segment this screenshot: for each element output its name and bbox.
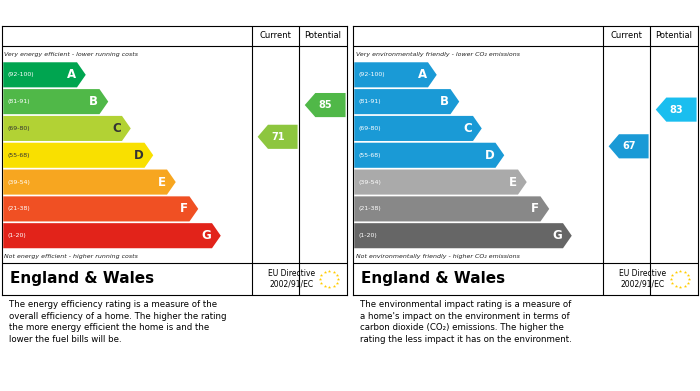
Text: D: D <box>484 149 494 162</box>
Text: Not energy efficient - higher running costs: Not energy efficient - higher running co… <box>4 254 139 259</box>
Text: F: F <box>181 203 188 215</box>
Text: The environmental impact rating is a measure of
a home's impact on the environme: The environmental impact rating is a mea… <box>360 300 572 344</box>
Text: Current: Current <box>610 32 643 41</box>
Text: Not environmentally friendly - higher CO₂ emissions: Not environmentally friendly - higher CO… <box>356 254 519 259</box>
Text: B: B <box>90 95 98 108</box>
Polygon shape <box>354 223 572 248</box>
Text: (55-68): (55-68) <box>358 153 381 158</box>
Polygon shape <box>354 62 437 87</box>
Text: (55-68): (55-68) <box>8 153 30 158</box>
Text: (21-38): (21-38) <box>8 206 30 212</box>
Text: 85: 85 <box>318 100 332 110</box>
Text: (92-100): (92-100) <box>358 72 385 77</box>
Polygon shape <box>354 116 482 141</box>
Text: F: F <box>531 203 539 215</box>
Text: Environmental Impact (CO₂) Rating: Environmental Impact (CO₂) Rating <box>358 7 604 20</box>
Text: England & Wales: England & Wales <box>10 271 154 287</box>
Text: EU Directive
2002/91/EC: EU Directive 2002/91/EC <box>620 269 666 289</box>
Text: EU Directive
2002/91/EC: EU Directive 2002/91/EC <box>268 269 316 289</box>
Text: Very energy efficient - lower running costs: Very energy efficient - lower running co… <box>4 52 139 57</box>
Polygon shape <box>4 143 153 168</box>
Text: England & Wales: England & Wales <box>361 271 505 287</box>
Polygon shape <box>4 89 108 114</box>
Text: (81-91): (81-91) <box>358 99 381 104</box>
Text: (1-20): (1-20) <box>358 233 377 238</box>
Text: (21-38): (21-38) <box>358 206 382 212</box>
Polygon shape <box>608 134 649 158</box>
Text: A: A <box>66 68 76 81</box>
Text: E: E <box>158 176 166 188</box>
Polygon shape <box>354 143 504 168</box>
Text: G: G <box>552 229 561 242</box>
Text: E: E <box>509 176 517 188</box>
Polygon shape <box>258 125 298 149</box>
Text: 67: 67 <box>622 141 636 151</box>
Text: (69-80): (69-80) <box>8 126 30 131</box>
Text: 71: 71 <box>271 132 285 142</box>
Polygon shape <box>354 89 459 114</box>
Text: (39-54): (39-54) <box>8 179 30 185</box>
Polygon shape <box>4 62 85 87</box>
Text: 83: 83 <box>670 105 683 115</box>
Text: A: A <box>418 68 427 81</box>
Polygon shape <box>4 196 198 221</box>
Text: (39-54): (39-54) <box>358 179 382 185</box>
Polygon shape <box>4 223 220 248</box>
Text: (92-100): (92-100) <box>8 72 34 77</box>
Text: Energy Efficiency Rating: Energy Efficiency Rating <box>7 7 178 20</box>
Text: G: G <box>201 229 211 242</box>
Text: B: B <box>440 95 449 108</box>
Text: (81-91): (81-91) <box>8 99 30 104</box>
Text: (69-80): (69-80) <box>358 126 381 131</box>
Polygon shape <box>304 93 346 117</box>
Text: Potential: Potential <box>655 32 692 41</box>
Polygon shape <box>656 97 696 122</box>
Text: Current: Current <box>260 32 291 41</box>
Polygon shape <box>4 116 131 141</box>
Text: Potential: Potential <box>304 32 342 41</box>
Polygon shape <box>354 196 550 221</box>
Text: C: C <box>112 122 120 135</box>
Text: (1-20): (1-20) <box>8 233 27 238</box>
Text: The energy efficiency rating is a measure of the
overall efficiency of a home. T: The energy efficiency rating is a measur… <box>9 300 226 344</box>
Polygon shape <box>354 170 526 195</box>
Text: D: D <box>134 149 143 162</box>
Polygon shape <box>4 170 176 195</box>
Text: Very environmentally friendly - lower CO₂ emissions: Very environmentally friendly - lower CO… <box>356 52 519 57</box>
Text: C: C <box>463 122 472 135</box>
